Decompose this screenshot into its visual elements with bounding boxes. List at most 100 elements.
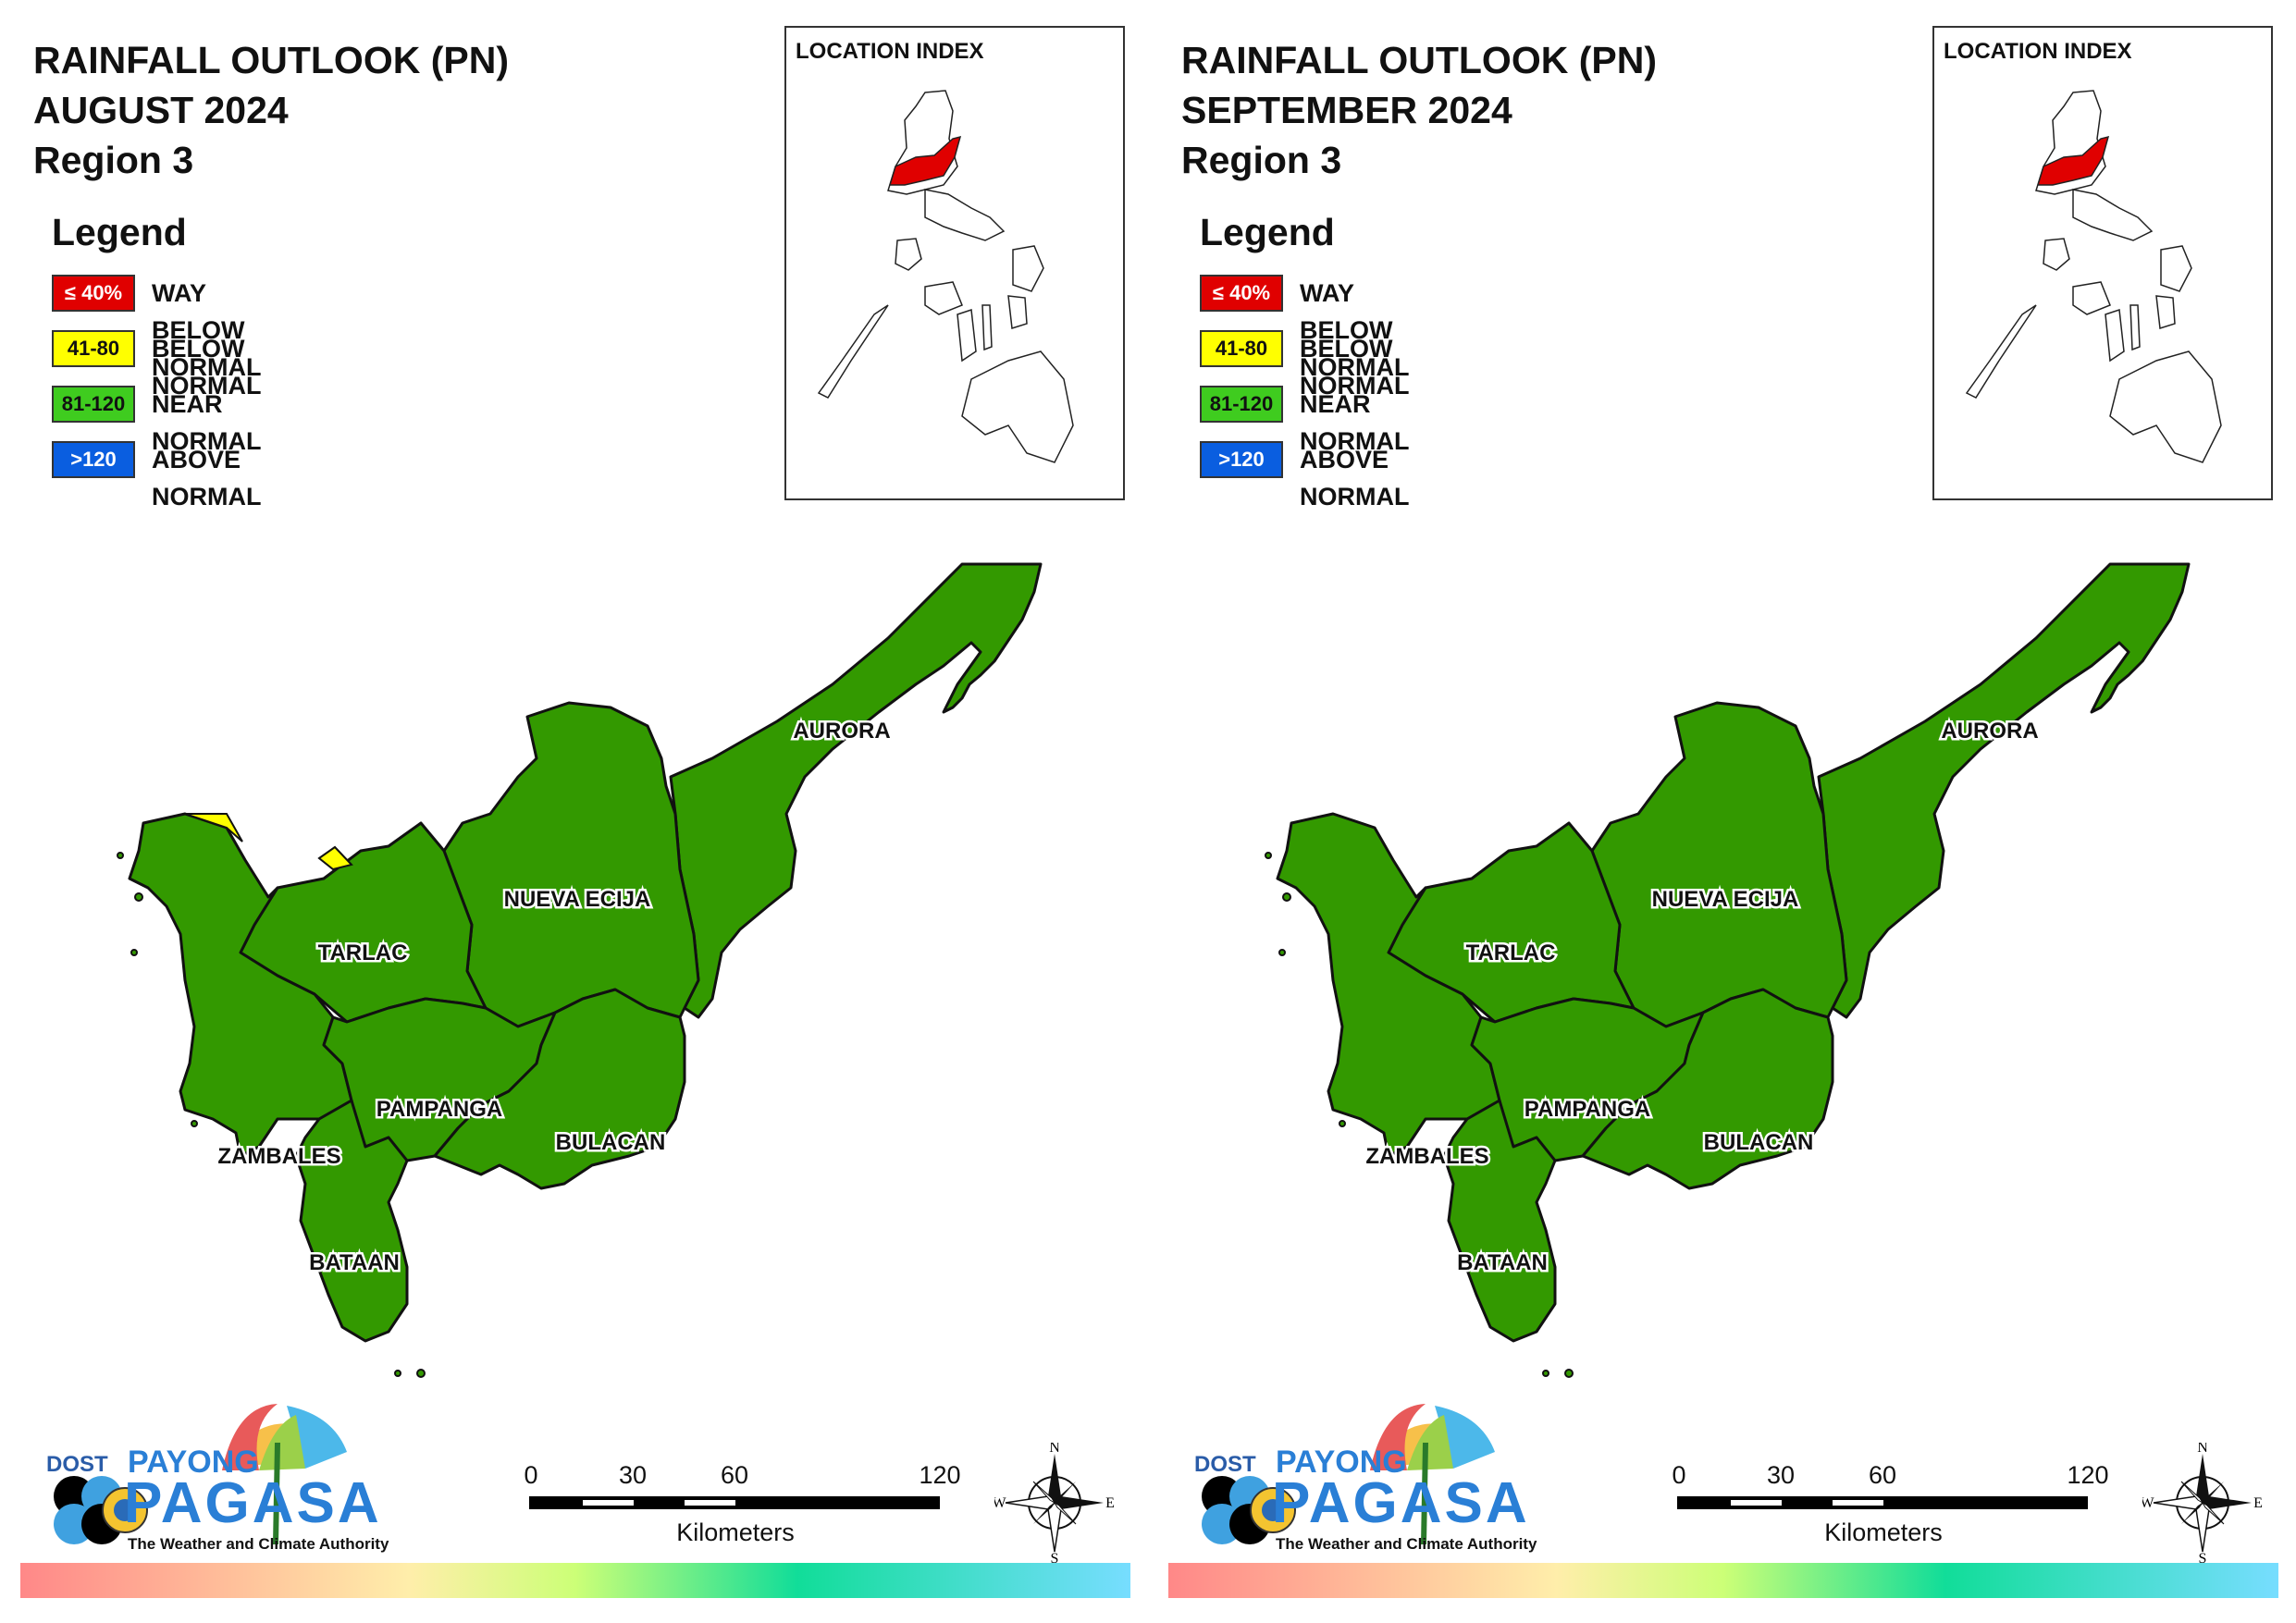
legend-item: ≤ 40% WAY BELOW NORMAL (1200, 275, 1409, 381)
legend-item: >120 ABOVE NORMAL (52, 441, 261, 510)
below-normal-patches (184, 813, 353, 871)
pagasa-seal-icon (1250, 1487, 1296, 1533)
below-normal-patch-north (317, 845, 353, 871)
negros-shape (2105, 308, 2125, 363)
province-nueva-ecija (442, 701, 700, 1028)
scale-tick-0: 0 (524, 1461, 538, 1489)
legend-heading: Legend (52, 211, 187, 253)
leyte-shape (1007, 295, 1028, 329)
islets (117, 852, 426, 1378)
map-title: RAINFALL OUTLOOK (PN) SEPTEMBER 2024 Reg… (1181, 35, 1657, 185)
region3-highlight (2036, 135, 2110, 186)
legend-label: ABOVE NORMAL (1300, 446, 1410, 510)
legend: Legend ≤ 40% WAY BELOW NORMAL 41-80 BELOW N… (1200, 211, 1409, 510)
province-zambales (128, 812, 353, 1158)
label-bataan: BATAAN (1457, 1250, 1548, 1275)
scale-bar-graphic (529, 1496, 940, 1509)
southern-luzon-shape (2072, 189, 2154, 241)
label-nueva-ecija: NUEVA ECIJA (504, 887, 651, 912)
legend-item: >120 ABOVE NORMAL (1200, 441, 1409, 510)
province-aurora (1817, 562, 2191, 1019)
payong-text: PAYONG (128, 1445, 259, 1480)
payong-pagasa-logo: DOST PAYONG PAGASA The Weather and Clima… (1176, 1387, 1546, 1572)
legend-swatch: 81-120 (52, 386, 135, 423)
mindoro-shape (2043, 238, 2070, 271)
label-nueva-ecija: NUEVA ECIJA (1652, 887, 1799, 912)
panay-shape (924, 281, 963, 315)
compass-w: W (994, 1495, 1006, 1511)
pagasa-text: PAGASA (1272, 1471, 1530, 1535)
location-index: LOCATION INDEX (1932, 26, 2273, 500)
color-band (20, 1563, 1130, 1598)
legend-swatch: 41-80 (1200, 330, 1283, 367)
label-pampanga: PAMPANGA (1524, 1097, 1650, 1122)
legend-swatch: ≤ 40% (1200, 275, 1283, 312)
label-tarlac: TARLAC (318, 941, 408, 965)
payong-pagasa-logo: DOST PAYONG PAGASA The Weather and Clima… (28, 1387, 398, 1572)
scale-tick-60: 60 (1868, 1461, 1897, 1489)
logo-graphics (54, 1404, 347, 1545)
label-bataan: BATAAN (309, 1250, 400, 1275)
label-aurora: AURORA (1941, 719, 2038, 744)
philippines-index-map (817, 90, 1074, 463)
label-bulacan: BULACAN (556, 1130, 666, 1155)
logo-graphics (1202, 1404, 1495, 1545)
mindoro-shape (895, 238, 922, 271)
cebu-shape (2129, 304, 2141, 351)
legend-label: WAY BELOW NORMAL (152, 279, 262, 381)
compass-e: E (1105, 1495, 1115, 1511)
compass-n: N (1049, 1443, 1060, 1456)
scale-tick-120: 120 (2067, 1461, 2109, 1489)
legend-item: 41-80 BELOW NORMAL (1200, 330, 1409, 400)
legend: Legend ≤ 40% WAY BELOW NORMAL 41-80 BELOW N… (52, 211, 261, 510)
philippines-index-map (1965, 90, 2222, 463)
mindanao-shape (2109, 350, 2222, 463)
legend-swatch: 41-80 (52, 330, 135, 367)
title-line-1: RAINFALL OUTLOOK (PN) (33, 39, 509, 81)
label-pampanga: PAMPANGA (376, 1097, 502, 1122)
tagline-text: The Weather and Climate Authority (1276, 1535, 1537, 1553)
color-band (1168, 1563, 2278, 1598)
title-line-1: RAINFALL OUTLOOK (PN) (1181, 39, 1657, 81)
umbrella-icon (222, 1404, 347, 1545)
legend-swatch: >120 (1200, 441, 1283, 478)
payong-text: PAYONG (1276, 1445, 1407, 1480)
dost-text: DOST (46, 1452, 108, 1477)
legend-label: NEAR NORMAL (152, 390, 262, 455)
dost-seal-icon (54, 1476, 122, 1544)
legend-item: 81-120 NEAR NORMAL (1200, 386, 1409, 455)
islets (1265, 852, 1574, 1378)
mindanao-shape (961, 350, 1074, 463)
compass-w: W (2142, 1495, 2154, 1511)
scale-bar-graphic (1677, 1496, 2088, 1509)
label-bulacan: BULACAN (1704, 1130, 1814, 1155)
legend-item: ≤ 40% WAY BELOW NORMAL (52, 275, 261, 381)
scale-tick-120: 120 (919, 1461, 961, 1489)
title-line-2: AUGUST 2024 (33, 89, 289, 131)
location-index: LOCATION INDEX (784, 26, 1125, 500)
legend-swatch: >120 (52, 441, 135, 478)
scale-unit: Kilometers (1824, 1518, 1943, 1546)
tagline-text: The Weather and Climate Authority (128, 1535, 389, 1553)
scale-bar: 0 30 60 120 Kilometers (1672, 1461, 2119, 1563)
label-zambales: ZAMBALES (1365, 1144, 1488, 1169)
palawan-shape (817, 304, 889, 399)
outlook-panel-august: RAINFALL OUTLOOK (PN) AUGUST 2024 Region… (20, 26, 1130, 1598)
legend-label: ABOVE NORMAL (152, 446, 262, 510)
legend-label: WAY BELOW NORMAL (1300, 279, 1410, 381)
umbrella-icon (1370, 1404, 1495, 1545)
province-nueva-ecija (1590, 701, 1848, 1028)
map-title: RAINFALL OUTLOOK (PN) AUGUST 2024 Region… (33, 35, 509, 185)
region3-map: AURORA NUEVA ECIJA TARLAC PAMPANGA BULAC… (117, 562, 1043, 1378)
label-tarlac: TARLAC (1466, 941, 1556, 965)
title-line-3: Region 3 (1181, 139, 1342, 181)
samar-shape (2160, 245, 2192, 292)
legend-heading: Legend (1200, 211, 1335, 253)
compass-rose-icon: N S E W (992, 1440, 1115, 1567)
location-index-title: LOCATION INDEX (1944, 39, 2132, 64)
scale-unit: Kilometers (676, 1518, 795, 1546)
legend-label: BELOW NORMAL (1300, 335, 1410, 400)
region3-map: AURORA NUEVA ECIJA TARLAC PAMPANGA BULAC… (1265, 562, 2191, 1378)
legend-label: NEAR NORMAL (1300, 390, 1410, 455)
province-bataan (1442, 1099, 1557, 1343)
